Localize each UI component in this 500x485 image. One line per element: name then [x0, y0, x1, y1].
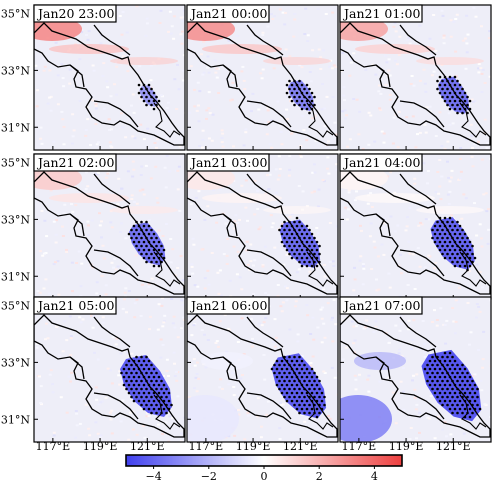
lon-tick-label: 119°E — [236, 440, 271, 453]
colorbar-tick-label: 2 — [316, 470, 323, 483]
lat-tick-label: 31°N — [1, 413, 30, 426]
lat-tick-label: 35°N — [1, 157, 30, 170]
panel-title: Jan21 07:00 — [339, 296, 423, 315]
province-boundaries — [340, 314, 491, 438]
lon-tick-label: 119°E — [83, 440, 118, 453]
lon-tick-label: 117°E — [342, 440, 377, 453]
panel-title: Jan21 06:00 — [186, 296, 270, 315]
longitude-axis: 117°E 119°E 121°E 117°E 119°E 121°E 117°E 119°E… — [36, 440, 471, 453]
lat-tick-label: 35°N — [1, 300, 30, 313]
positive-anomaly — [187, 17, 331, 65]
map-panel: Jan21 07:00 — [339, 296, 492, 443]
lon-tick-label: 121°E — [283, 440, 318, 453]
lat-tick-label: 31°N — [1, 121, 30, 134]
province-boundaries — [34, 22, 185, 146]
panel-title-text: Jan21 07:00 — [342, 298, 420, 313]
map-panel: Jan20 23:00 — [33, 4, 186, 151]
colorbar-bar — [125, 454, 403, 467]
panel-title: Jan20 23:00 — [33, 4, 117, 23]
colorbar-tick-label: 0 — [261, 470, 268, 483]
province-boundaries — [340, 22, 491, 146]
map-panel: Jan21 03:00 — [186, 153, 339, 300]
province-boundaries — [187, 22, 338, 146]
panel-title-text: Jan21 04:00 — [342, 155, 420, 170]
panel-title-text: Jan21 02:00 — [36, 155, 114, 170]
colorbar-tick-label: 4 — [371, 470, 378, 483]
panel-title: Jan21 02:00 — [33, 153, 117, 172]
map-panel: Jan21 00:00 — [186, 4, 339, 151]
map-panel: Jan21 01:00 — [339, 4, 492, 151]
lat-tick-label: 35°N — [1, 8, 30, 21]
province-boundaries — [34, 314, 185, 438]
lon-tick-label: 117°E — [189, 440, 224, 453]
panel-title-text: Jan21 05:00 — [36, 298, 114, 313]
colorbar-tick-label: −2 — [201, 470, 217, 483]
lat-tick-label: 33°N — [1, 213, 30, 226]
province-boundaries — [340, 171, 491, 295]
lat-tick-label: 33°N — [1, 64, 30, 77]
colorbar: −4 −2 0 2 4 — [125, 454, 403, 483]
map-panel: Jan21 02:00 — [33, 153, 186, 300]
panel-title-text: Jan21 06:00 — [189, 298, 267, 313]
province-boundaries — [187, 171, 338, 295]
panel-title: Jan21 03:00 — [186, 153, 270, 172]
map-panel: Jan21 06:00 — [186, 296, 339, 443]
panel-title-text: Jan21 03:00 — [189, 155, 267, 170]
positive-anomaly — [34, 17, 178, 65]
positive-anomaly — [34, 166, 178, 214]
panel-grid: Jan20 23:00 Jan21 00:00 Jan21 01:00 Jan21 0… — [33, 4, 492, 443]
positive-anomaly — [340, 166, 484, 214]
positive-anomaly — [340, 17, 484, 65]
province-boundaries — [34, 171, 185, 295]
map-panel: Jan21 04:00 — [339, 153, 492, 300]
significance-stipple — [270, 355, 326, 419]
panel-title: Jan21 01:00 — [339, 4, 423, 23]
lon-tick-label: 117°E — [36, 440, 71, 453]
panel-title-text: Jan20 23:00 — [36, 6, 114, 21]
map-panel: Jan21 05:00 — [33, 296, 186, 443]
panel-title: Jan21 05:00 — [33, 296, 117, 315]
lat-tick-label: 31°N — [1, 270, 30, 283]
significance-stipple — [436, 75, 472, 115]
lat-tick-label: 33°N — [1, 356, 30, 369]
panel-title: Jan21 04:00 — [339, 153, 423, 172]
positive-anomaly — [187, 166, 331, 214]
lon-tick-label: 121°E — [130, 440, 165, 453]
lon-tick-label: 121°E — [436, 440, 471, 453]
latitude-axis: 35°N 33°N 31°N 35°N 33°N 31°N 35°N 33°N 31°N — [1, 8, 30, 427]
province-boundaries — [187, 314, 338, 438]
lon-tick-label: 119°E — [389, 440, 424, 453]
field-noise — [340, 6, 491, 150]
significance-stipple — [120, 355, 173, 415]
colorbar-tick-label: −4 — [145, 470, 161, 483]
panel-title: Jan21 00:00 — [186, 4, 270, 23]
panel-title-text: Jan21 01:00 — [342, 6, 420, 21]
panel-title-text: Jan21 00:00 — [189, 6, 267, 21]
